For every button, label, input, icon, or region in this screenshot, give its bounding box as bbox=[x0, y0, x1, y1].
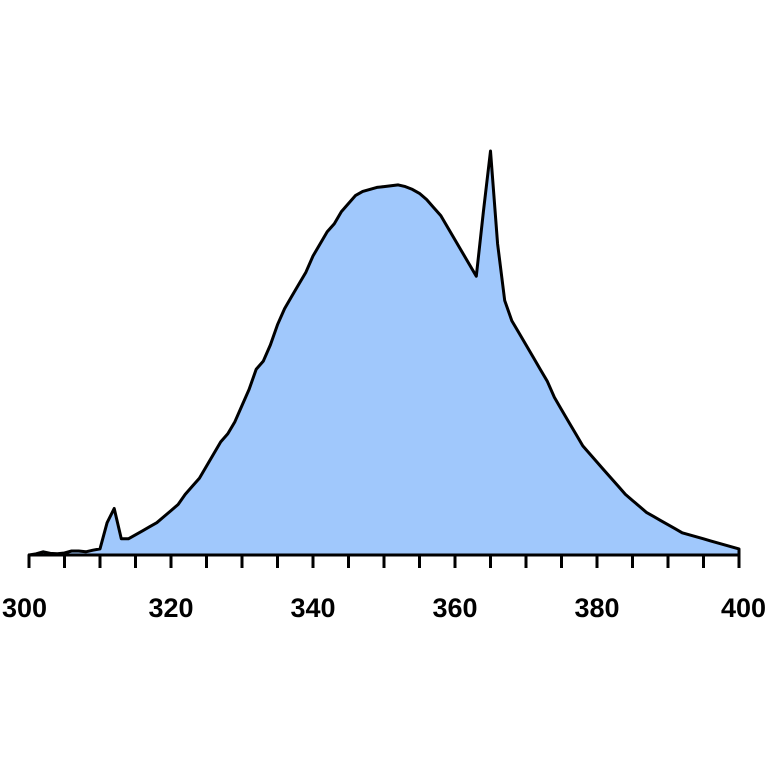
x-axis-ticks bbox=[27, 555, 741, 568]
area-series bbox=[27, 149, 741, 557]
x-tick-label: 340 bbox=[290, 593, 335, 623]
plot-area bbox=[27, 149, 741, 557]
x-tick-label: 400 bbox=[721, 593, 766, 623]
x-tick-label: 320 bbox=[148, 593, 193, 623]
x-tick-label: 360 bbox=[432, 593, 477, 623]
x-axis-tick-labels: 300 320 340 360 380 400 bbox=[2, 593, 766, 623]
x-tick-label: 300 bbox=[2, 593, 47, 623]
x-tick-label: 380 bbox=[574, 593, 619, 623]
